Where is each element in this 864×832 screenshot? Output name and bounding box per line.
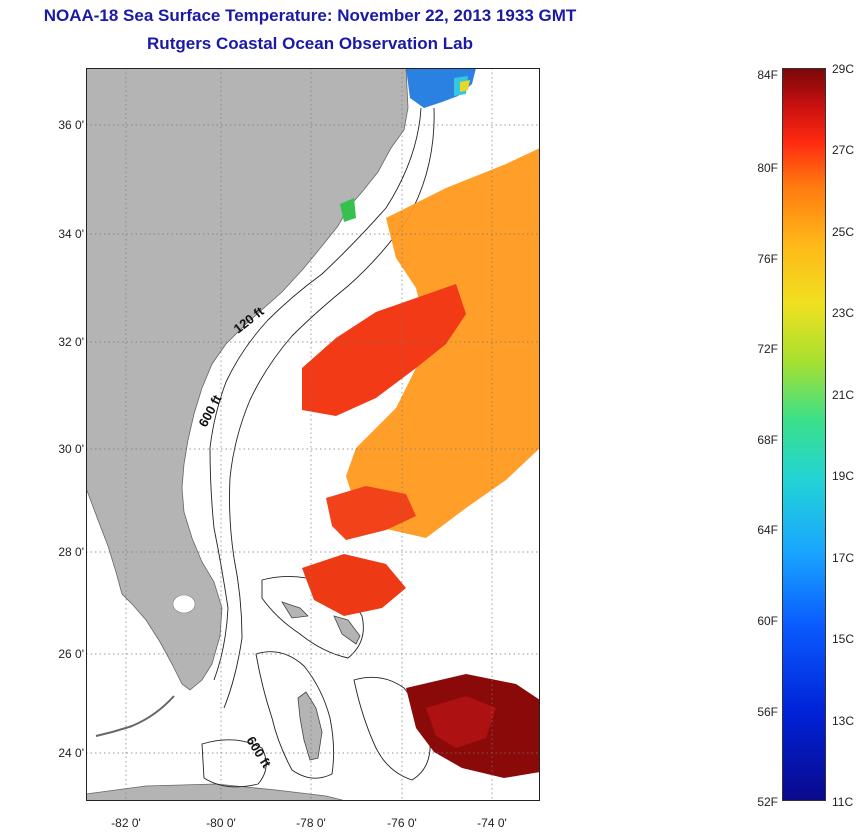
colorbar-c-25: 25C [832, 225, 855, 239]
colorbar-c-13: 13C [832, 714, 855, 728]
lon-label-76: -76 0' [387, 816, 417, 830]
map-title: NOAA-18 Sea Surface Temperature: Novembe… [43, 6, 577, 25]
land-bahamas-1 [297, 691, 323, 761]
colorbar-f-80: 80F [757, 161, 778, 175]
lat-label-30: 30 0' [58, 442, 84, 456]
colorbar-f-68: 68F [757, 433, 778, 447]
lat-label-34: 34 0' [58, 227, 84, 241]
lat-label-36: 36 0' [58, 118, 84, 132]
map-frame [86, 68, 540, 801]
lat-label-24: 24 0' [58, 746, 84, 760]
colorbar-c-21: 21C [832, 388, 855, 402]
sst-patches [302, 68, 540, 778]
sst-patch-red-mid [326, 486, 416, 540]
colorbar-f-72: 72F [757, 342, 778, 356]
sst-patch-yellow-north [460, 80, 470, 92]
lake-okeechobee [172, 594, 196, 614]
contour-bahamas-2 [255, 651, 335, 779]
colorbar-f-52: 52F [757, 795, 778, 809]
colorbar-c-11: 11C [832, 795, 854, 809]
colorbar-c-19: 19C [832, 469, 855, 483]
colorbar-f-60: 60F [757, 614, 778, 628]
map-svg: 120 ft 600 ft 600 ft [85, 67, 540, 802]
colorbar-f-64: 64F [757, 523, 778, 537]
colorbar-c-27: 27C [832, 143, 855, 157]
colorbar-c-23: 23C [832, 306, 855, 320]
lon-label-78: -78 0' [296, 816, 326, 830]
lon-label-74: -74 0' [477, 816, 507, 830]
graticule [86, 68, 540, 801]
sst-patch-crimson-se [426, 696, 496, 748]
land-keys [95, 695, 175, 737]
colorbar-f-56: 56F [757, 705, 778, 719]
land-bahamas-3 [281, 601, 309, 619]
map-subtitle: Rutgers Coastal Ocean Observation Lab [147, 34, 473, 53]
colorbar-f-84: 84F [757, 68, 778, 82]
sst-patch-red-south [302, 554, 406, 616]
colorbar-c-29: 29C [832, 62, 855, 76]
lat-label-26: 26 0' [58, 647, 84, 661]
colorbar-c-15: 15C [832, 632, 855, 646]
contour-120ft [209, 107, 422, 681]
sst-patch-green [340, 198, 356, 222]
sst-patch-red-central [302, 284, 466, 416]
lat-label-32: 32 0' [58, 335, 84, 349]
lon-label-82: -82 0' [111, 816, 141, 830]
colorbar-c-17: 17C [832, 551, 855, 565]
land-bahamas-2 [333, 615, 361, 645]
contour-bahamas-4 [353, 676, 431, 781]
lat-label-28: 28 0' [58, 545, 84, 559]
contour-bahamas-3 [201, 739, 267, 788]
lon-label-80: -80 0' [206, 816, 236, 830]
sst-map: 120 ft 600 ft 600 ft [85, 67, 540, 802]
temperature-colorbar [782, 68, 826, 801]
colorbar-f-76: 76F [757, 252, 778, 266]
